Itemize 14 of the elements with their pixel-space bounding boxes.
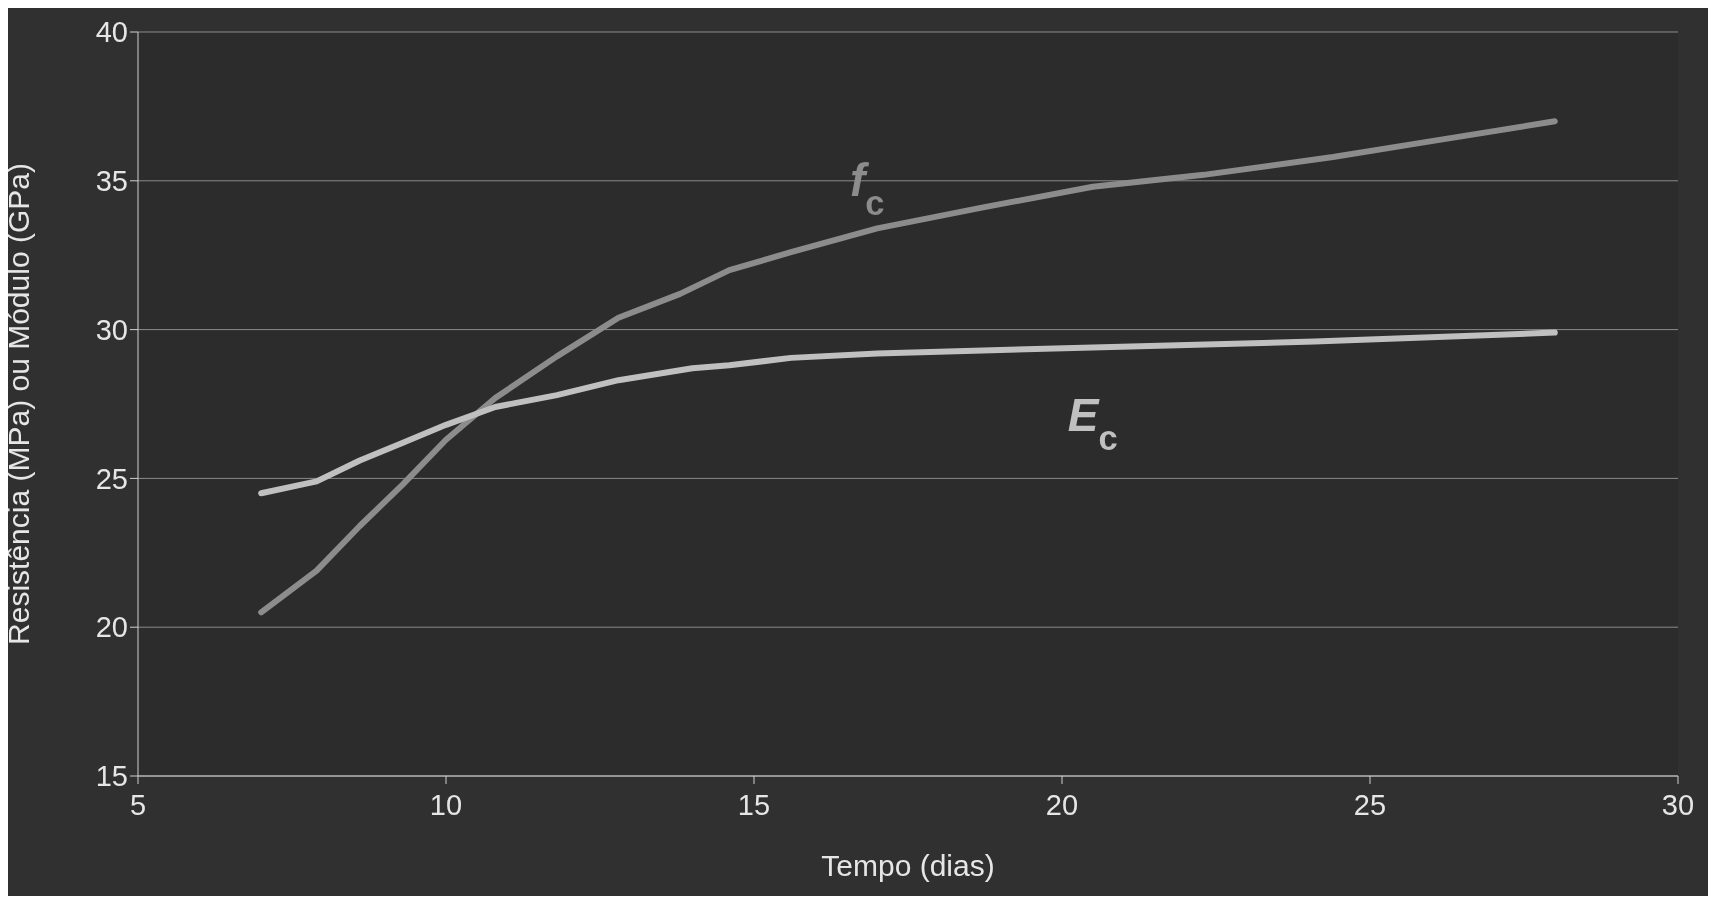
x-tick-label: 25 [1353, 788, 1387, 821]
x-tick-label: 10 [429, 788, 463, 821]
series-label: E$_{c}$ [1067, 389, 1118, 458]
y-tick-label: 25 [95, 462, 128, 495]
x-tick-label: 5 [129, 788, 147, 821]
x-tick-label: 15 [737, 788, 771, 821]
y-tick-label: 35 [95, 165, 128, 198]
y-tick-label: 15 [95, 760, 128, 793]
x-tick-label: 20 [1045, 788, 1079, 821]
x-tick-label: 30 [1661, 788, 1695, 821]
x-axis-title: Tempo (dias) [821, 849, 995, 882]
y-tick-label: 20 [95, 611, 128, 644]
y-tick-label: 30 [95, 313, 128, 346]
y-tick-label: 40 [95, 16, 128, 49]
